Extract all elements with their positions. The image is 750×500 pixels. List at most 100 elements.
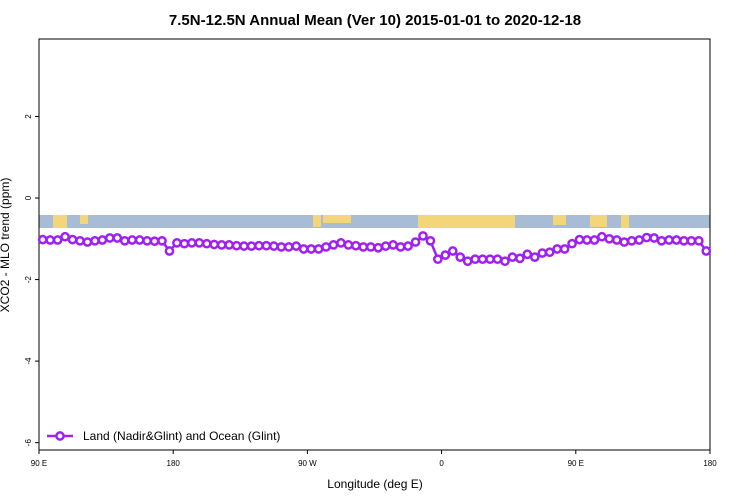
point-marker [351,240,361,251]
land-mask [39,215,710,228]
x-tick-label: 90 E [568,459,584,468]
point-marker [418,231,428,241]
point-marker [440,250,451,260]
point-marker [380,241,391,251]
point-marker [462,256,473,267]
y-axis-label: XCO2 - MLO trend (ppm) [0,178,12,313]
point-marker [321,242,331,252]
point-marker [664,235,674,245]
point-marker [552,244,563,254]
point-marker [567,238,577,249]
point-marker [410,237,421,247]
point-marker [313,244,324,254]
land-patch [621,215,629,228]
point-marker [477,254,488,265]
point-marker [626,235,637,246]
legend-label: Land (Nadir&Glint) and Ocean (Glint) [83,429,280,443]
point-marker [119,235,130,246]
point-marker [269,241,279,251]
ocean-band [39,215,710,228]
point-marker [515,253,525,264]
point-marker [306,244,316,254]
land-patch [553,215,566,225]
point-marker [224,240,234,250]
point-marker [656,235,667,246]
point-marker [529,252,540,262]
point-marker [701,246,712,256]
point-marker [425,235,436,246]
point-marker [544,247,555,258]
point-marker [395,242,406,252]
y-tick-label: 2 [24,114,33,119]
x-tick-label: 90 W [298,459,317,468]
x-tick-label: 90 E [31,459,47,468]
point-marker [97,235,108,245]
point-marker [283,242,294,252]
land-patch [323,215,351,223]
point-marker [649,233,659,243]
land-patch [590,215,607,227]
point-marker [201,238,212,249]
point-marker [597,231,607,242]
point-marker [619,237,630,247]
point-marker [67,234,78,245]
point-marker [149,236,160,247]
point-marker [574,234,585,245]
point-marker [45,235,56,245]
point-marker [485,254,495,265]
point-marker [261,240,272,251]
point-marker [276,242,287,252]
point-marker [336,238,346,248]
point-marker [589,235,600,245]
land-patch [80,215,88,224]
point-marker [559,244,570,254]
point-marker [470,254,480,265]
point-marker [239,241,249,251]
point-marker [537,248,548,258]
point-marker [679,235,689,246]
point-marker [298,244,309,254]
legend-marker [55,431,65,441]
point-marker [388,240,398,250]
point-marker [186,238,197,248]
x-axis-label: Longitude (deg E) [327,477,422,491]
point-marker [634,235,645,245]
point-marker [343,240,354,250]
point-marker [209,239,220,250]
point-marker [246,241,257,251]
point-marker [194,238,205,248]
point-marker [433,254,443,265]
point-marker [52,235,63,245]
point-marker [291,241,302,251]
point-marker [112,233,123,243]
land-patch [53,215,67,228]
point-marker [611,235,622,245]
point-marker [641,232,652,243]
point-marker [492,254,503,265]
point-marker [604,233,615,244]
y-tick-label: -4 [24,357,33,365]
point-marker [671,235,682,245]
point-marker [216,240,227,250]
y-tick-label: -2 [24,275,33,283]
land-patch [313,215,321,227]
point-marker [37,234,48,245]
point-marker [142,235,152,246]
x-tick-label: 180 [167,459,181,468]
point-marker [582,235,592,245]
y-tick-label: 0 [24,195,33,200]
point-marker [157,235,167,246]
point-marker [254,240,264,251]
plot-frame [38,38,711,451]
point-marker [447,246,458,256]
point-marker [75,235,85,246]
point-marker [686,235,697,246]
point-marker [104,233,115,243]
point-marker [522,249,533,260]
point-marker [403,241,413,251]
point-marker [82,237,93,247]
point-marker [179,238,190,249]
point-marker [328,240,339,250]
land-patch [418,215,515,228]
